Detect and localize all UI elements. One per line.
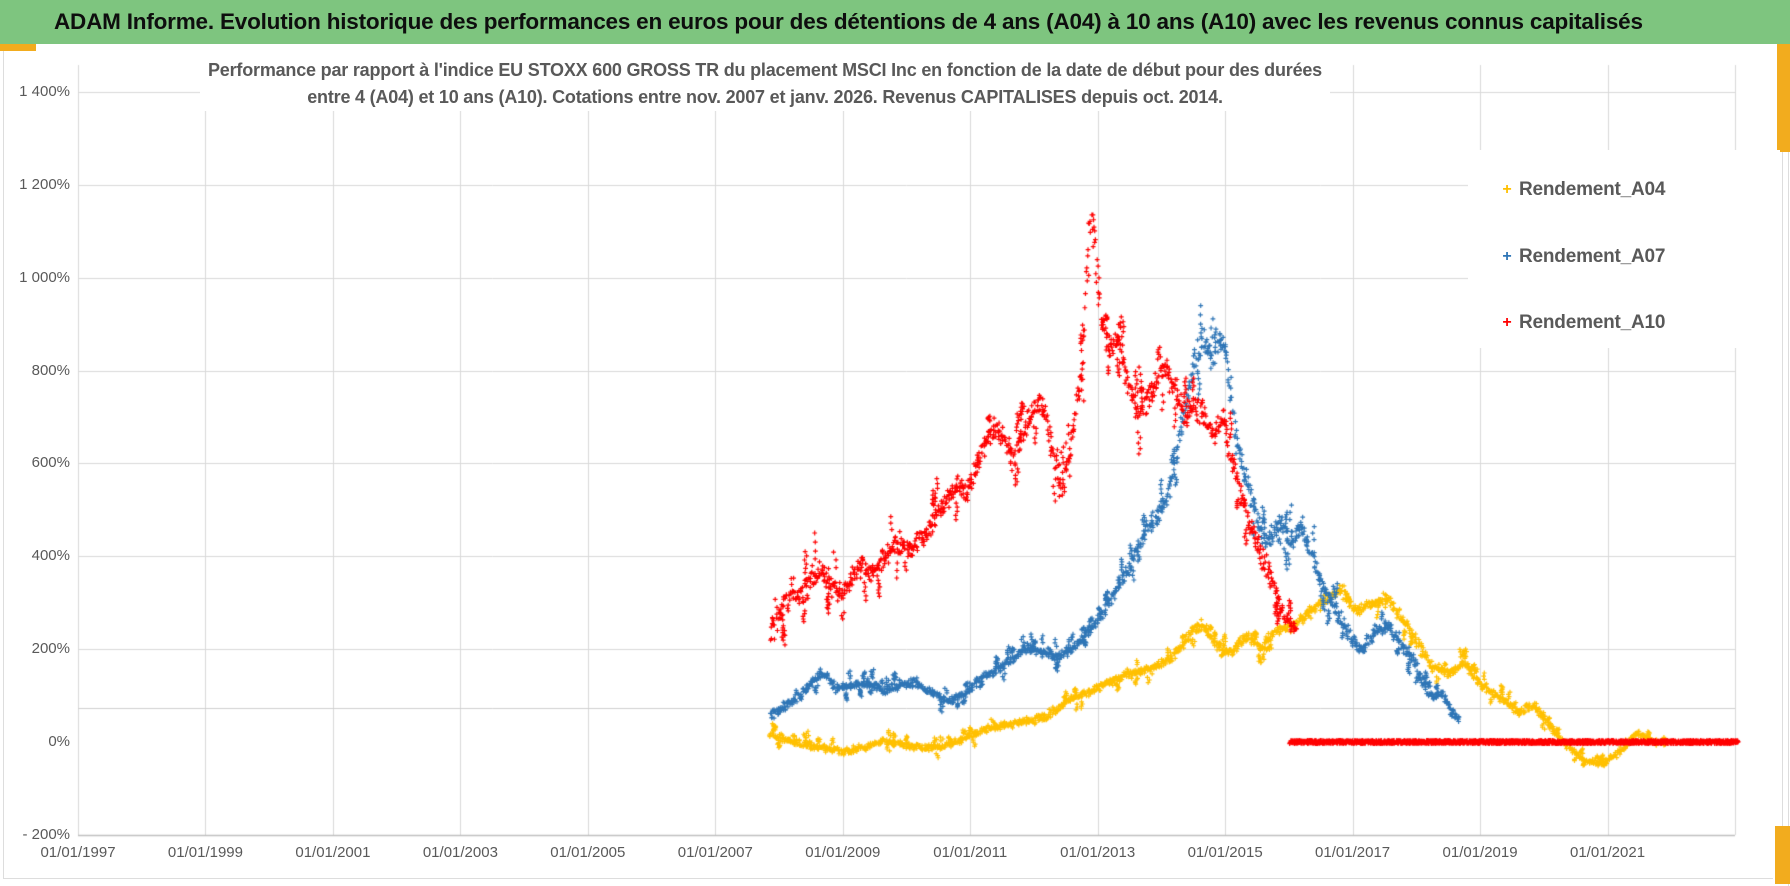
y-axis-tick-label: 600%: [31, 454, 70, 472]
frame-right-line: [1782, 46, 1783, 879]
x-axis-tick-label: 01/01/2011: [933, 844, 1008, 861]
legend-label: Rendement_A07: [1519, 246, 1666, 267]
y-axis-tick-label: 1 400%: [19, 83, 70, 101]
y-axis-tick-label: 800%: [31, 361, 70, 379]
plus-marker-icon: +: [1502, 314, 1512, 331]
chart-title: Performance par rapport à l'indice EU ST…: [200, 57, 1330, 111]
x-axis-tick-label: 01/01/2015: [1187, 844, 1263, 861]
x-axis-tick-label: 01/01/1999: [167, 844, 243, 861]
frame-right-outer-line: [1788, 44, 1789, 886]
frame-left-line: [3, 46, 4, 879]
header-bar: ADAM Informe. Evolution historique des p…: [0, 0, 1790, 44]
x-axis-tick-label: 01/01/2007: [677, 844, 753, 861]
chart-title-line1: Performance par rapport à l'indice EU ST…: [208, 60, 1322, 80]
y-axis-tick-label: 1 000%: [19, 268, 70, 286]
frame-bottom-line: [3, 878, 1773, 879]
x-axis-tick-label: 01/01/2019: [1442, 844, 1518, 861]
x-axis-tick-label: 01/01/2005: [550, 844, 626, 861]
plus-marker-icon: +: [1502, 181, 1512, 198]
gold-accent-left: [0, 43, 36, 51]
x-axis-tick-label: 01/01/2001: [295, 844, 371, 861]
legend-item-rendement_a10[interactable]: + Rendement_A10: [1498, 310, 1665, 336]
x-axis-tick-label: 01/01/2021: [1569, 844, 1646, 861]
gold-accent-right-bottom: [1775, 826, 1790, 884]
chart-title-line2: entre 4 (A04) et 10 ans (A10). Cotations…: [307, 87, 1223, 107]
legend-label: Rendement_A04: [1519, 179, 1666, 200]
header-title: ADAM Informe. Evolution historique des p…: [54, 9, 1643, 34]
plus-marker-icon: +: [1502, 248, 1512, 265]
legend-item-rendement_a07[interactable]: + Rendement_A07: [1498, 244, 1665, 270]
x-axis-tick-label: 01/01/2017: [1315, 844, 1391, 861]
chart-legend: + Rendement_A04 + Rendement_A07 + Rendement_A…: [1468, 150, 1780, 348]
legend-label: Rendement_A10: [1519, 312, 1666, 333]
y-axis-tick-label: 0%: [48, 733, 70, 750]
y-axis-tick-label: - 200%: [22, 825, 70, 843]
x-axis-tick-label: 01/01/1997: [40, 844, 116, 861]
x-axis-tick-label: 01/01/2003: [422, 844, 498, 861]
x-axis-tick-label: 01/01/2009: [805, 844, 881, 861]
gold-accent-right-top: [1777, 40, 1790, 152]
y-axis-tick-label: 200%: [31, 640, 70, 658]
y-axis-tick-label: 400%: [31, 547, 70, 565]
x-axis-tick-label: 01/01/2013: [1060, 844, 1136, 861]
legend-item-rendement_a04[interactable]: + Rendement_A04: [1498, 177, 1665, 203]
y-axis-tick-label: 1 200%: [19, 175, 70, 193]
